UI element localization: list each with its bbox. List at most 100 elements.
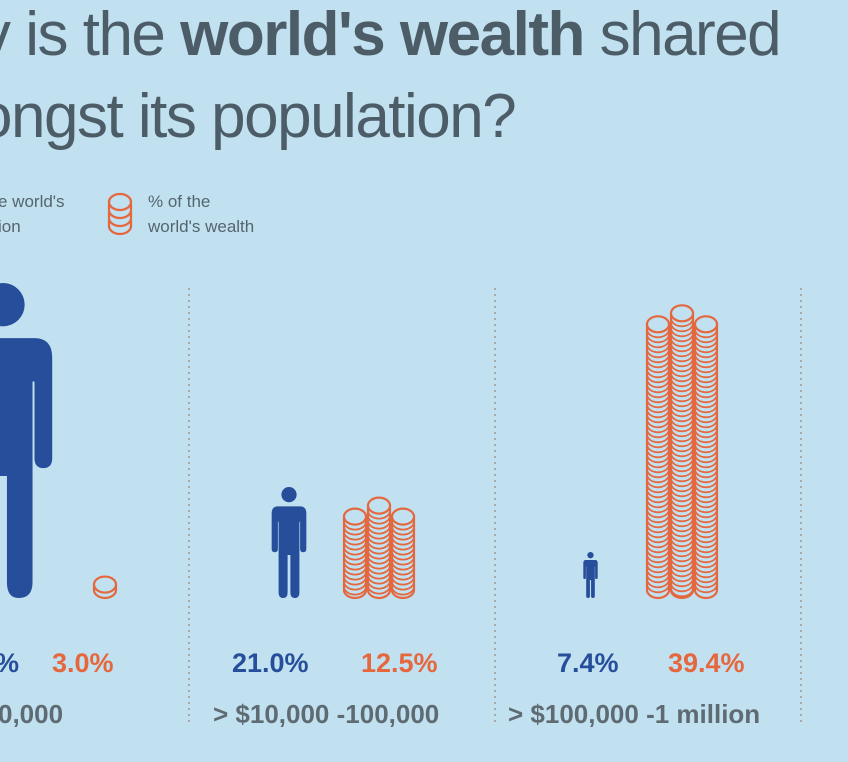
coin-line (646, 364, 670, 374)
coin-line (694, 444, 718, 454)
coin-line (694, 539, 718, 549)
coin-line (670, 418, 694, 428)
coin-line (694, 379, 718, 389)
coin-line (694, 564, 718, 574)
coin-line (367, 550, 391, 560)
coin-line (343, 526, 367, 536)
coin-line (670, 578, 694, 588)
population-value-label: 7.4% (557, 648, 619, 678)
coin-line (694, 459, 718, 469)
coin-stack-icon (645, 304, 719, 600)
coin-line (694, 524, 718, 534)
person-icon (583, 552, 598, 598)
coin-line (646, 399, 670, 409)
coin-line (694, 364, 718, 374)
coin-line (694, 429, 718, 439)
coin-line (646, 564, 670, 574)
coin-line (670, 568, 694, 578)
coin-line (343, 566, 367, 576)
coin-line (391, 566, 415, 576)
coin-line (367, 565, 391, 575)
coin-line (670, 338, 694, 348)
coin-line (694, 579, 718, 589)
coin-stack-icon (92, 575, 118, 600)
coin-line (670, 508, 694, 518)
coin-top (366, 496, 392, 515)
coin-line (343, 546, 367, 556)
coin-line (670, 558, 694, 568)
coin-line (367, 535, 391, 545)
coin-line (646, 404, 670, 414)
coin-line (646, 374, 670, 384)
coin-line (343, 586, 367, 596)
coin-line (694, 554, 718, 564)
coin-line (694, 374, 718, 384)
legend-wealth-line-1: % of the (148, 192, 211, 211)
coin-line (670, 483, 694, 493)
coin-line (694, 494, 718, 504)
coin-line (391, 586, 415, 596)
coin-line (694, 484, 718, 494)
coin-line (670, 478, 694, 488)
coin-line (646, 524, 670, 534)
coin-line (646, 459, 670, 469)
category-label: 0,000 (0, 699, 63, 729)
coin-line (343, 551, 367, 561)
coin-line (646, 534, 670, 544)
coin-line (670, 318, 694, 328)
coin-top (342, 507, 368, 526)
coin-line (670, 533, 694, 543)
coin-line (670, 458, 694, 468)
legend-population-line-1: e world's (0, 192, 65, 211)
coin-line (670, 463, 694, 473)
coin-line (343, 531, 367, 541)
coin-line (670, 488, 694, 498)
coin-line (367, 525, 391, 535)
coin-line (646, 359, 670, 369)
coin-line (694, 514, 718, 524)
coin-line (646, 569, 670, 579)
coin-line (670, 538, 694, 548)
coin-line (646, 344, 670, 354)
coin-line (343, 581, 367, 591)
coin-line (670, 493, 694, 503)
title-text-post: shared (583, 0, 782, 69)
coin-line (670, 368, 694, 378)
coin-stack-icon (107, 192, 133, 236)
coin-line (694, 574, 718, 584)
coin-line (694, 369, 718, 379)
coin-line (670, 423, 694, 433)
coin-line (670, 373, 694, 383)
coin-line (646, 349, 670, 359)
coin-line (646, 489, 670, 499)
coin-line (343, 571, 367, 581)
coin-line (391, 556, 415, 566)
coin-line (646, 394, 670, 404)
coin-line (694, 529, 718, 539)
coin-line (670, 433, 694, 443)
coin-line (670, 588, 694, 598)
coin-line (646, 469, 670, 479)
coin-line (670, 498, 694, 508)
coin-line (646, 339, 670, 349)
coin-line (367, 540, 391, 550)
coin-line (694, 519, 718, 529)
coin-line (646, 514, 670, 524)
coin-line (694, 499, 718, 509)
coin-line (694, 409, 718, 419)
coin-line (694, 354, 718, 364)
coin-line (367, 555, 391, 565)
coin-line (670, 408, 694, 418)
coin-line (646, 384, 670, 394)
coin-line (694, 584, 718, 594)
coin-line (694, 544, 718, 554)
coin-line (694, 479, 718, 489)
coin-line (670, 438, 694, 448)
coin-line (670, 398, 694, 408)
coin-line (646, 539, 670, 549)
coin-line (391, 531, 415, 541)
coin-line (694, 349, 718, 359)
coin-line (694, 534, 718, 544)
coin-line (367, 515, 391, 525)
